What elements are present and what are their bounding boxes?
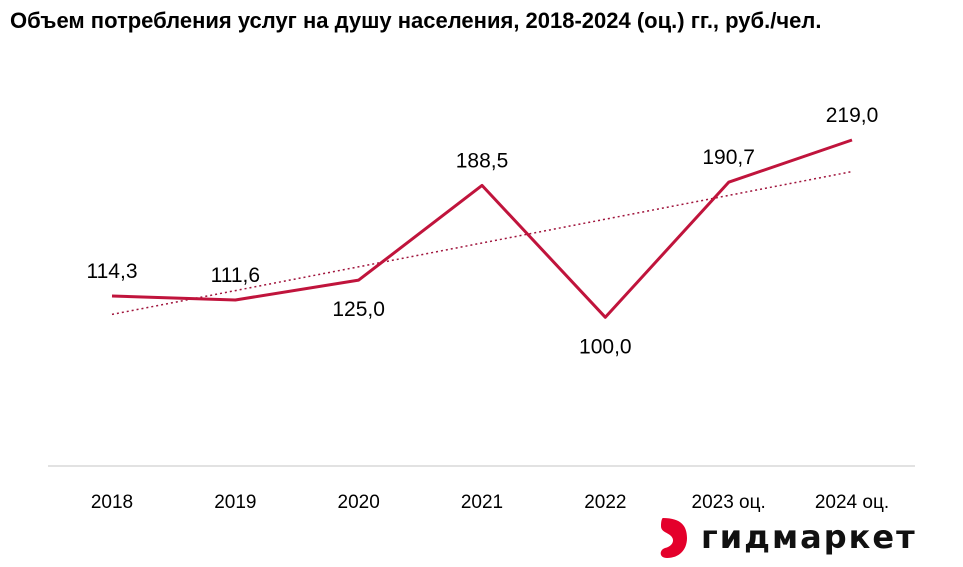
data-label: 188,5 xyxy=(456,149,509,172)
brand-logo: гидмаркет xyxy=(657,512,957,562)
x-tick-label: 2018 xyxy=(91,492,133,513)
x-tick-label: 2022 xyxy=(584,492,626,513)
brand-mark-icon xyxy=(660,518,687,558)
trend-line xyxy=(111,170,853,316)
data-label: 219,0 xyxy=(826,104,879,127)
x-tick-label: 2020 xyxy=(338,492,380,513)
data-label: 111,6 xyxy=(211,264,260,287)
data-label: 100,0 xyxy=(579,335,632,358)
chart-title: Объем потребления услуг на душу населени… xyxy=(10,8,822,33)
x-tick-label: 2023 оц. xyxy=(692,492,766,513)
x-tick-label: 2019 xyxy=(214,492,256,513)
data-label: 190,7 xyxy=(702,146,755,169)
data-label: 125,0 xyxy=(332,298,385,321)
x-tick-label: 2021 xyxy=(461,492,503,513)
brand-name: гидмаркет xyxy=(701,518,917,556)
data-label: 114,3 xyxy=(87,260,138,283)
x-tick-label: 2024 оц. xyxy=(815,492,889,513)
series-line xyxy=(111,138,853,319)
